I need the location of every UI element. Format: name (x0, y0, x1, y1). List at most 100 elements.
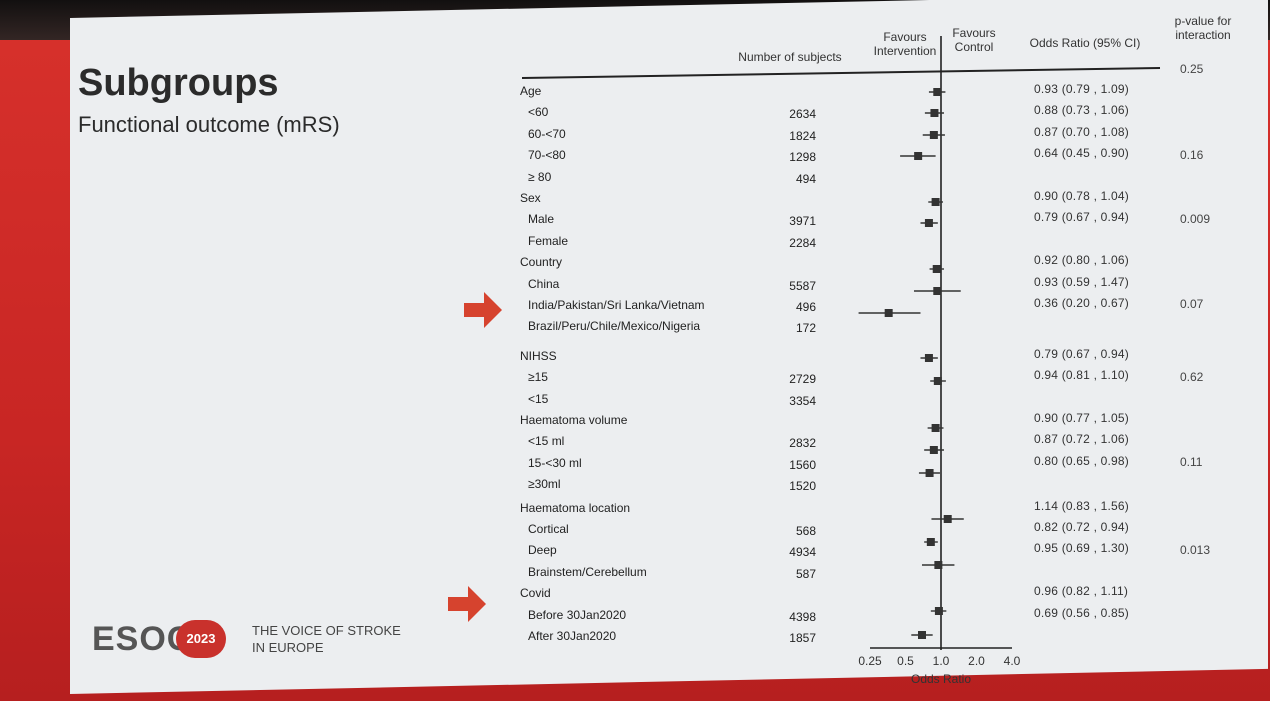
odds-ratio-value: 0.93 (0.79 , 1.09) (1034, 82, 1129, 96)
subjects-count: 4934 (789, 545, 816, 560)
x-tick-label: 1.0 (933, 654, 950, 668)
arrow-icon-covid (448, 586, 486, 622)
odds-ratio-value: 0.93 (0.59 , 1.47) (1034, 274, 1129, 289)
subgroup-label: <15 (528, 391, 549, 406)
subjects-count: 4398 (789, 609, 816, 624)
point-estimate-marker (933, 287, 942, 295)
subgroup-label: Brainstem/Cerebellum (528, 564, 647, 579)
subgroup-label: Female (528, 233, 569, 248)
odds-ratio-value: 0.90 (0.78 , 1.04) (1034, 189, 1129, 203)
subgroup-label: India/Pakistan/Sri Lanka/Vietnam (528, 298, 705, 312)
subjects-count: 1560 (789, 457, 816, 472)
point-estimate-marker (924, 354, 933, 362)
subgroup-label: <60 (528, 105, 549, 120)
odds-ratio-value: 1.14 (0.83 , 1.56) (1034, 498, 1129, 513)
odds-ratio-value: 0.94 (0.81 , 1.10) (1034, 368, 1129, 383)
subgroup-header: NIHSS (520, 348, 557, 363)
point-estimate-marker (914, 152, 923, 160)
subgroup-header: Age (520, 84, 542, 98)
point-estimate-marker (932, 265, 941, 273)
point-estimate-marker (934, 561, 943, 569)
subjects-count: 494 (795, 171, 816, 186)
odds-ratio-value: 0.36 (0.20 , 0.67) (1034, 296, 1129, 310)
tagline-line2: IN EUROPE (252, 640, 324, 655)
subgroup-header: Covid (520, 586, 551, 601)
subjects-count: 1298 (789, 150, 816, 165)
subgroup-label: <15 ml (528, 434, 565, 449)
subgroup-label: Brazil/Peru/Chile/Mexico/Nigeria (528, 319, 701, 334)
point-estimate-marker (934, 607, 943, 615)
subgroup-label: Male (528, 212, 555, 227)
point-estimate-marker (925, 469, 934, 477)
esoc-logo: ESOC (92, 620, 193, 658)
subgroup-label: Deep (528, 543, 557, 558)
odds-ratio-value: 0.82 (0.72 , 0.94) (1034, 520, 1129, 534)
subjects-count: 172 (795, 321, 816, 336)
slide-title: Subgroups (78, 62, 279, 104)
subgroup-label: After 30Jan2020 (528, 629, 617, 643)
x-tick-label: 2.0 (968, 654, 985, 668)
subgroup-header: Haematoma volume (520, 413, 628, 427)
arrow-icon-country (464, 292, 502, 328)
odds-ratio-value: 0.90 (0.77 , 1.05) (1034, 411, 1129, 425)
point-estimate-marker (884, 309, 893, 317)
odds-ratio-value: 0.87 (0.70 , 1.08) (1034, 124, 1129, 139)
point-estimate-marker (924, 219, 933, 227)
subjects-count: 3971 (789, 214, 816, 229)
subgroup-header: Haematoma location (520, 500, 631, 515)
subjects-count: 496 (795, 300, 816, 314)
tagline-line1: THE VOICE OF STROKE (252, 623, 401, 638)
header-number-of-subjects: Number of subjects (738, 50, 842, 64)
x-tick-label: 0.25 (858, 654, 882, 668)
subjects-count: 3354 (789, 393, 816, 408)
odds-ratio-value: 0.92 (0.80 , 1.06) (1034, 253, 1129, 268)
odds-ratio-value: 0.96 (0.82 , 1.11) (1034, 584, 1129, 599)
subgroup-label: 60-<70 (528, 126, 566, 141)
subjects-count: 5587 (789, 278, 816, 293)
header-favours-control: Favours Control (952, 26, 996, 54)
odds-ratio-value: 0.79 (0.67 , 0.94) (1034, 210, 1129, 225)
p-value: 0.16 (1180, 147, 1204, 162)
header-favours-intervention: Favours Intervention (873, 30, 937, 58)
point-estimate-marker (929, 446, 938, 454)
subjects-count: 2729 (789, 372, 816, 387)
point-estimate-marker (931, 198, 940, 206)
subgroup-label: ≥ 80 (528, 169, 552, 184)
subgroup-header: Country (520, 255, 563, 270)
subjects-count: 1824 (789, 128, 816, 143)
point-estimate-marker (933, 377, 942, 385)
subgroup-label: 70-<80 (528, 148, 566, 163)
header-p-value: p-value for interaction (1174, 14, 1232, 42)
subjects-count: 2634 (789, 107, 816, 122)
year-badge: 2023 (176, 620, 226, 658)
tagline: THE VOICE OF STROKE IN EUROPE (252, 622, 401, 656)
p-value: 0.25 (1180, 62, 1204, 76)
point-estimate-marker (943, 515, 952, 523)
odds-ratio-value: 0.79 (0.67 , 0.94) (1034, 346, 1129, 361)
subgroup-label: Before 30Jan2020 (528, 607, 627, 622)
p-value: 0.009 (1180, 211, 1211, 226)
subgroup-header: Sex (520, 191, 541, 205)
x-tick-label: 4.0 (1004, 654, 1021, 668)
header-odds-ratio: Odds Ratio (95% CI) (1029, 36, 1141, 50)
odds-ratio-value: 0.95 (0.69 , 1.30) (1034, 541, 1129, 556)
point-estimate-marker (931, 424, 940, 432)
odds-ratio-value: 0.80 (0.65 , 0.98) (1034, 453, 1129, 468)
subgroup-label: ≥15 (528, 370, 548, 385)
subjects-count: 587 (795, 566, 816, 581)
p-value: 0.07 (1180, 297, 1204, 312)
p-value: 0.11 (1180, 455, 1203, 470)
p-value: 0.62 (1180, 369, 1204, 384)
odds-ratio-value: 0.69 (0.56 , 0.85) (1034, 605, 1129, 620)
subjects-count: 2832 (789, 436, 816, 451)
slide-subtitle: Functional outcome (mRS) (78, 112, 340, 137)
subgroup-label: China (528, 276, 560, 291)
subgroup-label: 15-<30 ml (528, 455, 582, 470)
subgroup-label: Cortical (528, 522, 569, 536)
subjects-count: 2284 (789, 235, 816, 250)
x-tick-label: 0.5 (897, 654, 914, 668)
x-axis-label: Odds Ratio (911, 672, 971, 686)
point-estimate-marker (933, 88, 942, 96)
point-estimate-marker (917, 631, 926, 639)
